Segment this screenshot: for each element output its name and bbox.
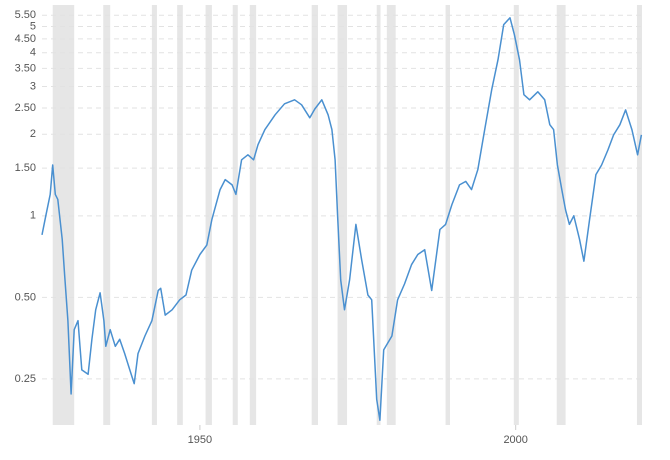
- data-line: [41, 17, 643, 421]
- y-tick-label: 4.50: [15, 33, 36, 45]
- y-tick-label: 3: [30, 80, 36, 92]
- y-tick-label: 3.50: [15, 62, 36, 74]
- recession-band: [337, 5, 348, 425]
- recession-band: [445, 5, 450, 425]
- y-tick-label: 1.50: [15, 162, 36, 174]
- recession-band: [311, 5, 318, 425]
- recession-band: [177, 5, 183, 425]
- recession-band: [513, 5, 519, 425]
- y-tick-label: 5: [30, 20, 36, 32]
- recession-band: [636, 5, 642, 425]
- recession-band: [103, 5, 111, 425]
- recession-band: [205, 5, 212, 425]
- y-tick-label: 5.50: [15, 9, 36, 21]
- y-tick-label: 0.50: [15, 291, 36, 303]
- recession-band: [556, 5, 566, 425]
- recession-band: [151, 5, 157, 425]
- recession-band: [376, 5, 381, 425]
- recession-band: [52, 5, 75, 425]
- y-tick-label: 2.50: [15, 102, 36, 114]
- y-tick-label: 4: [30, 47, 36, 59]
- y-tick-label: 0.25: [15, 373, 36, 385]
- recession-band: [386, 5, 396, 425]
- recession-band: [249, 5, 257, 425]
- recession-band: [232, 5, 238, 425]
- y-tick-label: 2: [30, 128, 36, 140]
- x-tick-label: 2000: [503, 434, 527, 446]
- y-tick-label: 1: [30, 210, 36, 222]
- x-tick-label: 1950: [188, 434, 212, 446]
